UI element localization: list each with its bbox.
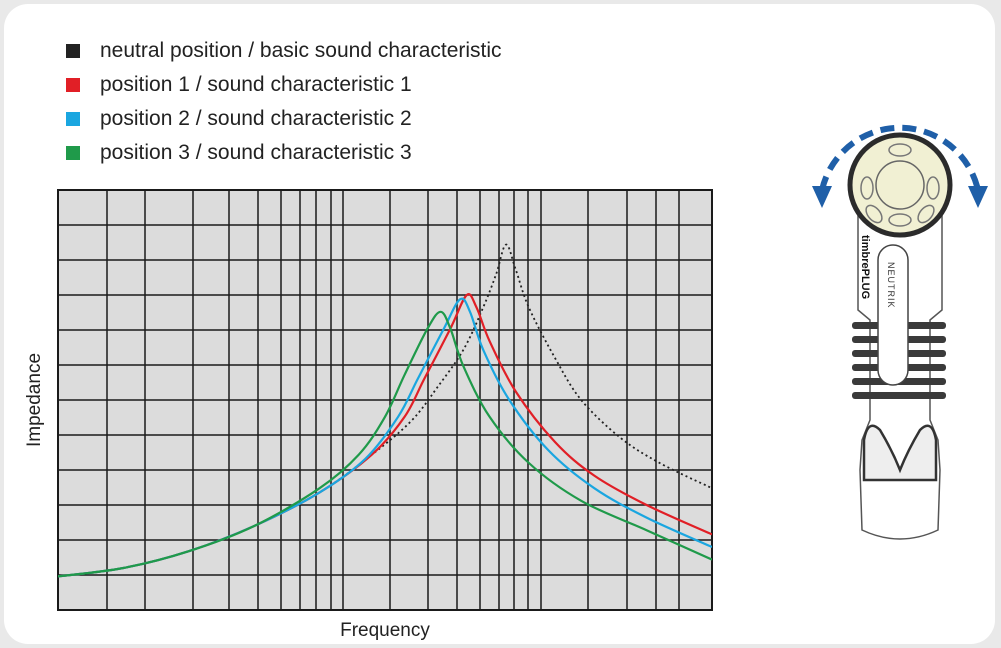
rotate-left-arrowhead (812, 186, 832, 208)
legend-swatch-position-2 (66, 112, 80, 126)
plug-boot-cutout (862, 424, 938, 482)
rotate-arrow-arc (819, 124, 981, 191)
series-layer (58, 243, 712, 578)
plug-knob-slots (860, 143, 940, 227)
legend-swatch-neutral (66, 44, 80, 58)
legend-label-position-3: position 3 / sound characteristic 3 (100, 141, 412, 164)
timbreplug-illustration: timbrePLUG NEUTRIK (812, 124, 988, 540)
legend-swatch-position-1 (66, 78, 80, 92)
legend: neutral position / basic sound character… (66, 34, 502, 170)
legend-item-position-3: position 3 / sound characteristic 3 (66, 136, 502, 170)
plug-logo-badge (877, 244, 909, 386)
legend-label-position-2: position 2 / sound characteristic 2 (100, 107, 412, 130)
y-axis-label: Impedance (24, 353, 45, 447)
grid (58, 190, 712, 610)
rotate-right-arrowhead (968, 186, 988, 208)
legend-item-position-1: position 1 / sound characteristic 1 (66, 68, 502, 102)
x-axis-label: Frequency (340, 620, 430, 641)
legend-label-neutral: neutral position / basic sound character… (100, 39, 502, 62)
legend-item-position-2: position 2 / sound characteristic 2 (66, 102, 502, 136)
plug-knob (847, 132, 953, 238)
series-line-position-3 (58, 310, 712, 578)
plug-logo-text: NEUTRIK (886, 262, 896, 309)
plot-frame (57, 189, 713, 611)
legend-item-neutral: neutral position / basic sound character… (66, 34, 502, 68)
legend-swatch-position-3 (66, 146, 80, 160)
plug-brand-text: timbrePLUG (859, 235, 871, 299)
plug-knob-center (875, 160, 925, 210)
legend-label-position-1: position 1 / sound characteristic 1 (100, 73, 412, 96)
